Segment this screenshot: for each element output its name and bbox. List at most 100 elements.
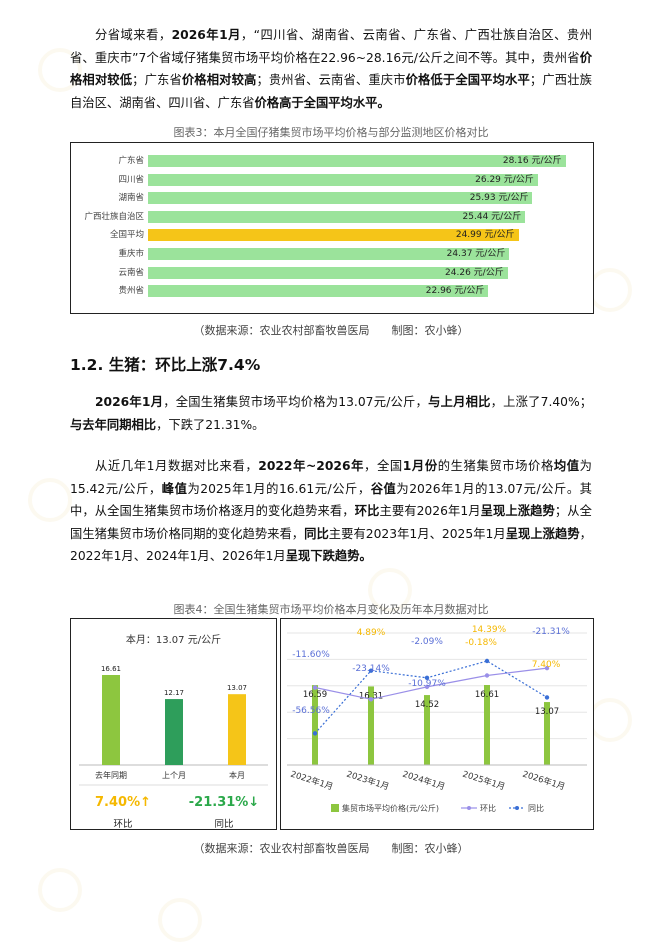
line-point [424, 675, 430, 681]
figure4-source: （数据来源：农业农村部畜牧兽医局 制图：农小蜂） [193, 842, 469, 855]
text-segment: ；从全国生猪集贸市场价格同期的变化趋势来看， [70, 504, 592, 541]
text-segment: 2026年1月 [95, 395, 164, 409]
tongbi-label: 同比 [214, 819, 234, 830]
yearly-compare-chart: 16.59 2022年1月 16.31 2023年1月 14.52 2024年1月 16.6… [287, 625, 587, 813]
text-segment: ；贵州省、云南省、重庆市 [256, 73, 406, 87]
text-segment: 2026年1月 [171, 28, 241, 42]
huanbi-value: 7.40%↑ [95, 795, 151, 810]
bar-value-label: 26.29 元/公斤 [475, 174, 534, 185]
line-value-label: -23.14% [352, 664, 390, 674]
bar-value-label: 16.61 [101, 665, 121, 673]
figure3-chart: 广东省 28.16 元/公斤四川省 26.29 元/公斤湖南省 25.93 元/公斤广… [70, 142, 594, 314]
text-segment: 价格相对较低 [70, 50, 592, 88]
line-value-label: -10.97% [408, 679, 446, 689]
figure4-right-panel: 16.59 2022年1月 16.31 2023年1月 14.52 2024年1月 16.6… [280, 618, 594, 830]
bar-value-label: 22.96 元/公斤 [425, 286, 485, 297]
legend-label: 环比 [480, 803, 496, 813]
text-segment: ；广西壮族自治区、湖南省、四川省、广东省 [70, 73, 592, 110]
text-segment: 2022年~2026年 [258, 459, 365, 473]
line-point [312, 731, 318, 736]
text-segment: 为2026年1月的13.07元/公斤。其中，从全国生猪集贸市场价格逐月的变化趋势… [70, 481, 592, 519]
bar [368, 686, 374, 765]
bar-category-label: 广东省 [118, 156, 144, 166]
x-tick-label: 2025年1月 [461, 769, 506, 793]
bar-value-label: 24.26 元/公斤 [445, 267, 504, 278]
text-segment: 价格相对较高 [181, 73, 257, 87]
line-value-label: -56.56% [292, 706, 330, 716]
line-point [424, 684, 430, 690]
bar-category-label: 广西壮族自治区 [84, 211, 144, 222]
text-segment: ，上涨了7.40%； [490, 395, 592, 409]
current-price-label: 本月：13.07 元/公斤 [125, 635, 222, 646]
x-tick-label: 2024年1月 [401, 769, 446, 793]
huanbi-label: 环比 [113, 819, 133, 830]
line-value-label: 7.40% [532, 660, 561, 670]
bar-category-label: 本月 [229, 770, 245, 780]
text-segment: 与上月相比 [428, 395, 491, 409]
bar [148, 229, 519, 242]
paragraph-hog-monthly: 2026年1月，全国生猪集贸市场平均价格为13.07元/公斤，与上月相比，上涨了… [70, 391, 592, 436]
watermark-logo [30, 40, 86, 96]
bar [148, 210, 526, 223]
bar-category-label: 四川省 [118, 174, 144, 185]
month-compare-bars: 16.61 去年同期 12.17 上个月 13.07 本月 [79, 665, 268, 786]
text-segment: 呈现下跌趋势。 [285, 549, 372, 563]
line-value-label: -11.60% [292, 650, 330, 660]
bar-category-label: 湖南省 [118, 193, 144, 204]
text-segment: ，全国生猪集贸市场平均价格为13.07元/公斤， [163, 395, 429, 409]
bar [484, 685, 490, 765]
text-segment: ，“四川省、湖南省、云南省、广东省、广西壮族自治区、贵州省、重庆市”7个省域仔猪… [70, 28, 592, 65]
text-segment: 主要有2023年1月、2025年1月 [328, 526, 506, 541]
legend-label: 集贸市场平均价格(元/公斤) [342, 803, 439, 813]
line-point [484, 673, 490, 678]
text-segment: 价格低于全国平均水平 [405, 73, 530, 87]
bar-value-label: 25.93 元/公斤 [469, 193, 529, 204]
text-segment: 峰值 [161, 481, 188, 496]
bar [148, 266, 508, 279]
bar [148, 285, 489, 298]
text-segment: 主要有2026年1月 [379, 504, 481, 518]
bar [312, 685, 318, 765]
text-segment: ，全国 [364, 459, 403, 473]
figure3-title: 图表3：本月全国仔猪集贸市场平均价格与部分监测地区价格对比 [173, 126, 489, 139]
legend-marker [467, 806, 471, 810]
line-point [544, 695, 550, 700]
figure3-source: （数据来源：农业农村部畜牧兽医局 制图：农小蜂） [193, 324, 469, 337]
text-segment: 的生猪集贸市场价格 [437, 459, 554, 473]
text-segment: 分省域来看， [95, 28, 172, 42]
bar-value-label: 25.44 元/公斤 [462, 211, 522, 222]
legend-marker [515, 806, 519, 810]
text-segment: 与去年同期相比 [70, 417, 157, 432]
x-tick-label: 2026年1月 [521, 769, 566, 793]
section-heading: 1.2. 生猪：环比上涨7.4% [70, 356, 261, 374]
bar-category-label: 云南省 [118, 267, 144, 278]
figure4-title: 图表4：全国生猪集贸市场平均价格本月变化及历年本月数据对比 [173, 603, 489, 616]
line-value-label: 4.89% [357, 628, 386, 638]
text-segment: ；广东省 [132, 73, 182, 87]
paragraph-hog-history: 从近几年1月数据对比来看，2022年~2026年，全国1月份的生猪集贸市场价格均… [70, 455, 592, 568]
text-segment: 为15.42元/公斤， [70, 459, 592, 496]
text-segment: 呈现上涨趋势 [505, 526, 580, 541]
bar-value-label: 14.52 [415, 700, 439, 710]
line-point [368, 697, 374, 702]
bar [228, 694, 246, 765]
text-segment: 为2025年1月的16.61元/公斤， [187, 481, 371, 496]
text-segment: 1月份 [402, 459, 438, 473]
bar-value-label: 28.16 元/公斤 [502, 156, 562, 166]
bar-category-label: 上个月 [162, 771, 186, 780]
bar-value-label: 13.07 [535, 707, 559, 717]
bar [165, 699, 183, 765]
bar-value-label: 24.37 元/公斤 [446, 249, 506, 259]
bar [544, 702, 550, 765]
paragraph-province-piglet: 分省域来看，2026年1月，“四川省、湖南省、云南省、广东省、广西壮族自治区、贵… [70, 24, 592, 114]
legend-swatch [331, 804, 339, 812]
line-value-label: -21.31% [532, 627, 570, 637]
legend-label: 同比 [528, 803, 544, 813]
bar-category-label: 重庆市 [118, 249, 144, 259]
bar [148, 155, 566, 167]
bar-value-label: 13.07 [227, 684, 247, 692]
line-point [312, 685, 318, 690]
bar [102, 675, 120, 765]
line-point [484, 658, 490, 664]
bar-value-label: 16.61 [475, 690, 499, 700]
